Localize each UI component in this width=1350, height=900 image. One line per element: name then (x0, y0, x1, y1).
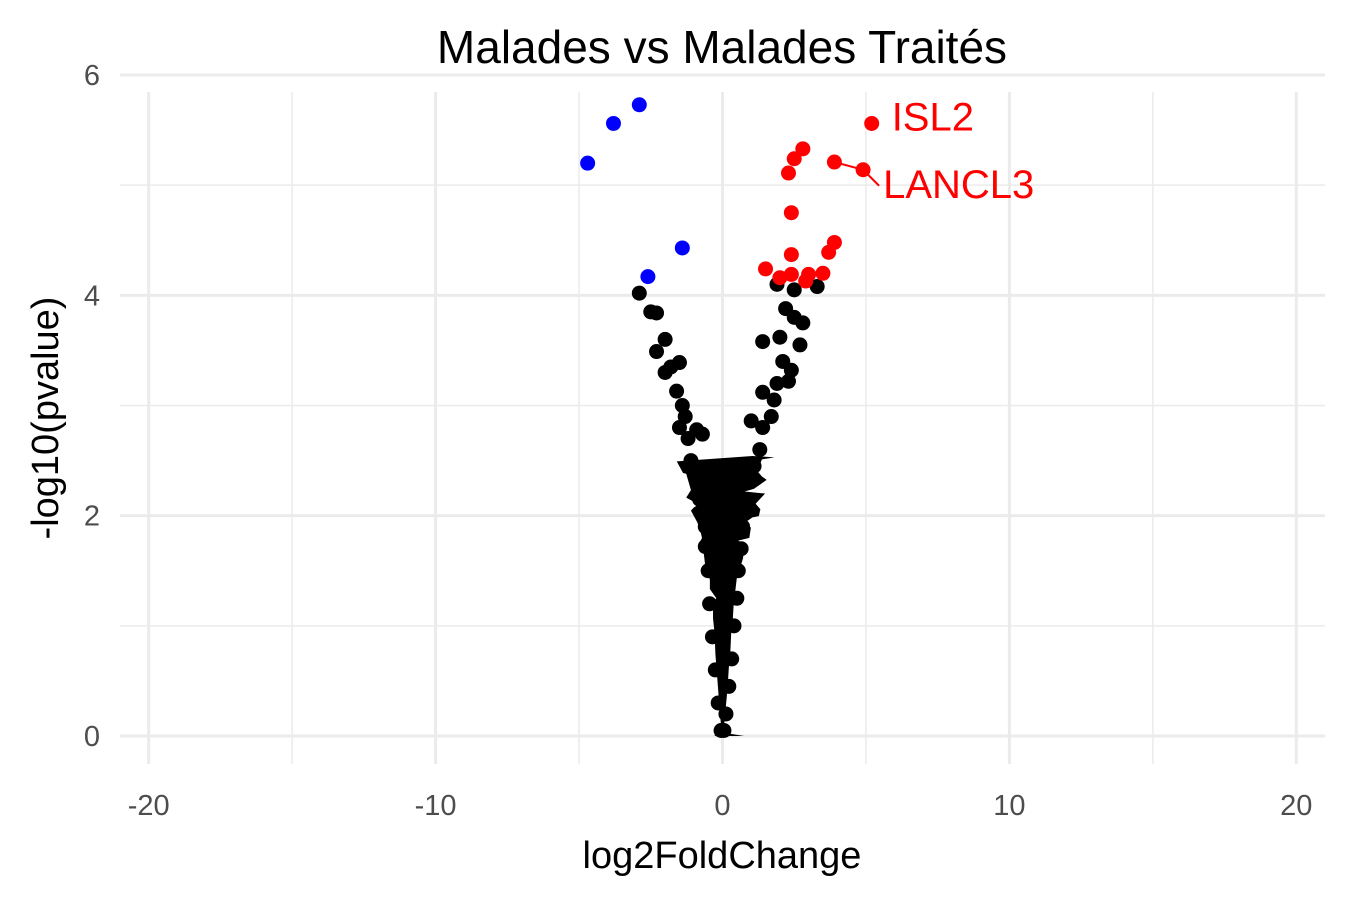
ns-point (724, 651, 740, 667)
ns-point (694, 426, 710, 442)
up-point (786, 151, 802, 167)
y-axis-label: -log10(pvalue) (25, 297, 67, 540)
y-tick-label: 4 (84, 280, 100, 312)
ns-point (755, 334, 771, 350)
down-point (640, 269, 656, 285)
ns-point (710, 695, 726, 711)
up-point (815, 265, 831, 281)
y-tick-label: 2 (84, 501, 100, 533)
ns-point (649, 305, 665, 321)
ns-point (689, 464, 705, 480)
ns-point (716, 722, 732, 738)
x-tick-label: -10 (415, 790, 457, 822)
x-tick-label: 0 (714, 790, 730, 822)
gene-label-isl2: ISL2 (892, 95, 974, 139)
ns-point (786, 282, 802, 298)
ns-point (697, 539, 713, 555)
ns-point (740, 475, 756, 491)
ns-point (671, 420, 687, 436)
down-point (580, 155, 596, 171)
ns-point (743, 413, 759, 429)
ns-point (792, 337, 808, 353)
ns-point (763, 409, 779, 425)
ns-point (772, 329, 788, 345)
gene-label-leader (834, 161, 864, 171)
data-points (580, 97, 880, 738)
x-tick-label: -20 (128, 790, 170, 822)
ns-point (657, 331, 673, 347)
ns-point (718, 706, 734, 722)
up-point (821, 244, 837, 260)
x-axis-label: log2FoldChange (583, 835, 862, 877)
down-point (674, 240, 690, 256)
ns-point (752, 442, 768, 458)
chart-title: Malades vs Malades Traités (437, 21, 1007, 73)
ns-point (809, 279, 825, 295)
ns-point (755, 420, 771, 436)
y-tick-labels: 0 2 4 6 (84, 60, 100, 753)
up-point (795, 141, 811, 157)
up-point (798, 273, 814, 289)
ns-point (704, 629, 720, 645)
ns-point (683, 453, 699, 469)
y-tick-label: 0 (84, 721, 100, 753)
ns-point (631, 285, 647, 301)
ns-point (663, 359, 679, 375)
x-tick-label: 20 (1280, 790, 1312, 822)
up-point (772, 270, 788, 286)
ns-point (707, 662, 723, 678)
y-tick-label: 6 (84, 60, 100, 92)
down-point (605, 115, 621, 131)
gene-label-leader (862, 169, 880, 187)
up-point (783, 205, 799, 221)
up-point (783, 266, 799, 282)
ns-point (700, 563, 716, 579)
ns-point (697, 519, 713, 535)
ns-point (649, 344, 665, 360)
gene-annotations: ISL2 LANCL3 (834, 95, 1034, 207)
up-point (780, 165, 796, 181)
ns-point (677, 409, 693, 425)
x-tick-label: 10 (993, 790, 1025, 822)
ns-point (721, 678, 737, 694)
ns-point (733, 541, 749, 557)
gene-label-lancl3: LANCL3 (883, 163, 1034, 207)
ns-point (702, 596, 718, 612)
ns-point (726, 618, 742, 634)
ns-point (755, 384, 771, 400)
up-point (864, 115, 880, 131)
ns-point (692, 477, 708, 493)
down-point (631, 97, 647, 113)
ns-point (766, 392, 782, 408)
ns-density-cone (676, 455, 775, 736)
ns-point (795, 315, 811, 331)
ns-point (703, 505, 719, 521)
x-tick-labels: -20 -10 0 10 20 (128, 790, 1313, 822)
ns-point (730, 563, 746, 579)
ns-cone-shape (676, 455, 775, 736)
up-point (783, 247, 799, 263)
ns-point (692, 491, 708, 507)
ns-point (669, 383, 685, 399)
ns-point (735, 519, 751, 535)
up-point (758, 261, 774, 277)
ns-point (769, 375, 785, 391)
ns-point (746, 458, 762, 474)
ns-point (729, 590, 745, 606)
ns-point (737, 497, 753, 513)
ns-point (780, 373, 796, 389)
